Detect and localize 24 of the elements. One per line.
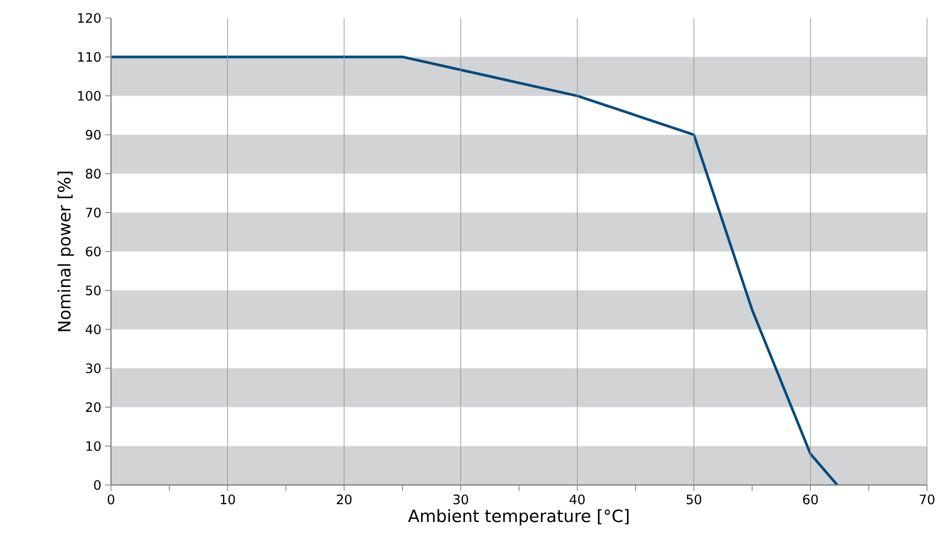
x-tick-label: 0 [108,494,114,504]
y-tick-label: 90 [86,130,101,140]
y-tick-label: 0 [94,480,101,490]
y-tick-label: 50 [86,286,101,296]
y-tick-label: 70 [86,208,101,218]
line-series [111,56,839,485]
x-tick-label: 70 [920,494,934,504]
y-tick-label: 100 [78,90,101,101]
x-tick-label: 40 [570,494,585,504]
x-axis-title: Ambient temperature [°C] [408,509,629,526]
x-tick-label: 20 [336,494,352,504]
y-tick-label: 30 [86,363,101,374]
y-tick-label: 110 [78,52,101,62]
y-axis-title: Nominal power [%] [58,172,74,332]
y-tick-label: 120 [78,13,101,23]
y-tick-label: 80 [86,168,101,179]
y-tick-label: 20 [86,402,101,412]
x-tick-label: 30 [453,494,468,504]
x-tick-label: 60 [803,494,818,504]
x-tick-label: 50 [686,494,702,504]
y-tick-label: 40 [86,324,101,334]
y-tick-label: 60 [86,246,101,256]
x-tick-label: 10 [220,494,235,504]
y-tick-label: 10 [86,441,101,451]
